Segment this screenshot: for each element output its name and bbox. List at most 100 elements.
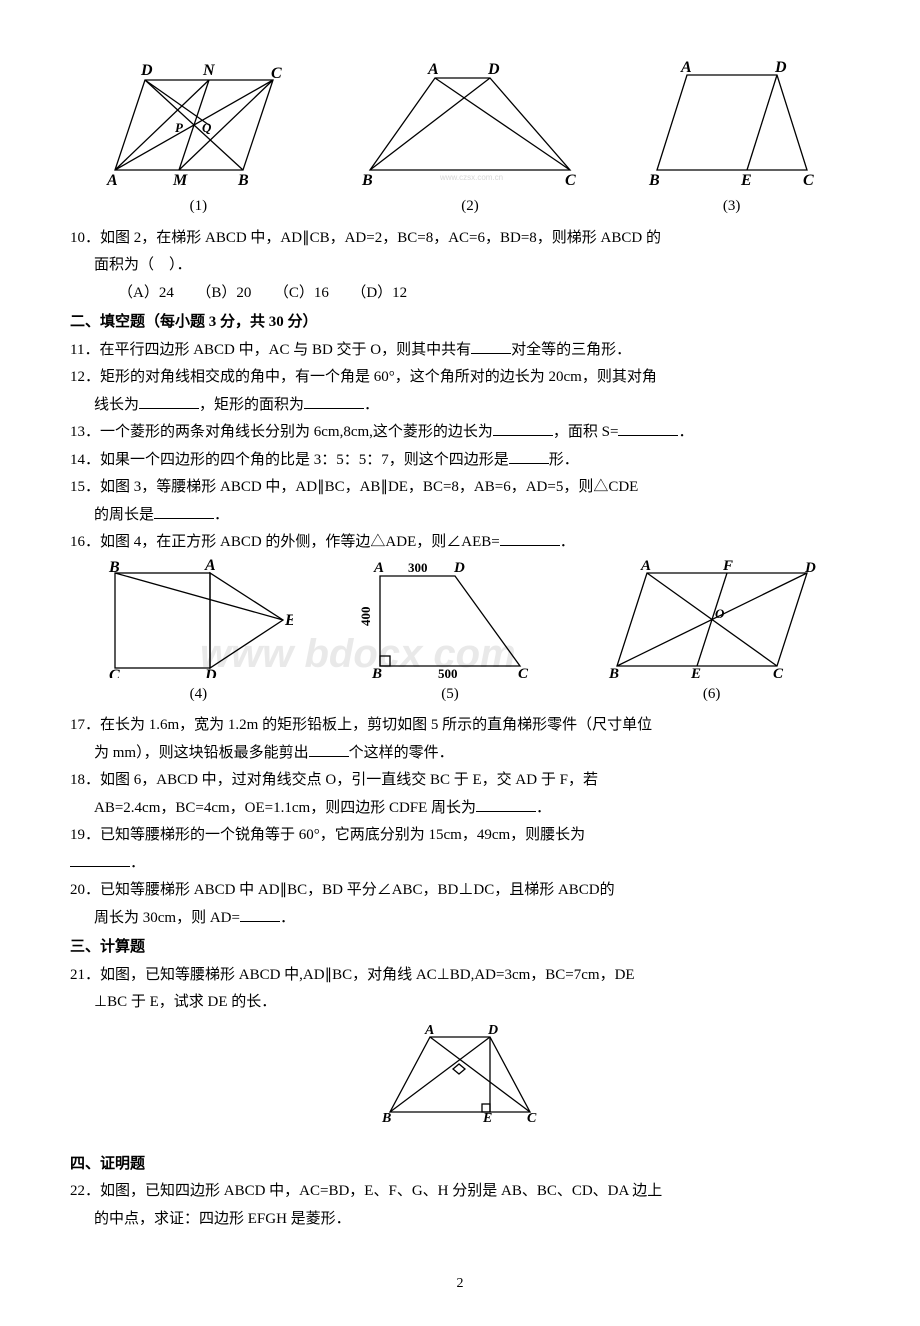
label-A4: A <box>204 558 216 574</box>
q18-text-b: AB=2.4cm，BC=4cm，OE=1.1cm，则四边形 CDFE 周长为 <box>94 800 476 816</box>
figure-5: A D B C 300 500 400 (5) <box>360 558 540 708</box>
q15: 15．如图 3，等腰梯形 ABCD 中，AD∥BC，AB∥DE，BC=8，AB=… <box>70 475 850 501</box>
q19-text-c: 它两底分别为 15cm， <box>335 827 477 843</box>
label-N: N <box>202 62 216 79</box>
q20-text-c: 且梯形 ABCD <box>509 882 599 898</box>
q13-blank1 <box>493 422 553 437</box>
q20-text-d: 的 <box>600 882 615 898</box>
label-B6: B <box>608 666 619 678</box>
q21-text-c: ⊥BC 于 E，试求 DE 的长． <box>94 994 276 1010</box>
label-F6: F <box>722 558 733 574</box>
q12-text-c: ，矩形的面积为 <box>199 397 304 413</box>
label-C2: C <box>565 172 576 189</box>
q22-text-b: 的中点，求证：四边形 EFGH 是菱形． <box>94 1211 351 1227</box>
q19-text-b: °， <box>314 827 335 843</box>
figure-4-svg: B A C D E <box>103 558 293 678</box>
label-E21: E <box>482 1111 492 1122</box>
figure-2-svg: A D B C www.czsx.com.cn <box>360 60 580 190</box>
label-B21: B <box>381 1111 391 1122</box>
label-A6: A <box>640 558 651 574</box>
q15-text-a: 15．如图 3，等腰梯形 ABCD 中，AD∥BC，AB∥DE，BC=8，AB=… <box>70 479 638 495</box>
label-D2: D <box>487 61 500 78</box>
q15-text-b: 的周长是 <box>94 507 154 523</box>
q19-text-d: 49cm， <box>477 827 525 843</box>
figure-21-svg: A D B E C <box>375 1022 545 1122</box>
q17-text-a: 17．在长为 1.6m，宽为 1.2m 的矩形铅板上，剪切如图 5 所示的直角梯… <box>70 717 592 733</box>
q11-blank <box>471 339 511 354</box>
label-500: 500 <box>438 666 458 678</box>
label-E6: E <box>690 666 701 678</box>
q22: 22．如图，已知四边形 ABCD 中，AC=BD，E、F、G、H 分别是 AB、… <box>70 1179 850 1205</box>
label-E4: E <box>284 612 293 629</box>
label-E3: E <box>740 172 752 189</box>
label-Q: Q <box>202 120 212 135</box>
caption-2: (2) <box>461 194 479 220</box>
label-D4: D <box>204 667 217 678</box>
q20-text-a: 20．已知等腰梯形 ABCD 中 AD∥BC，BD 平分∠ABC，BD <box>70 882 458 898</box>
section-4-title: 四、证明题 <box>70 1152 850 1178</box>
caption-3: (3) <box>723 194 741 220</box>
q20-text-b: ⊥DC， <box>458 882 509 898</box>
q19-text-e: 则腰长为 <box>525 827 585 843</box>
q19-text-f: ． <box>130 855 145 871</box>
q20: 20．已知等腰梯形 ABCD 中 AD∥BC，BD 平分∠ABC，BD⊥DC，且… <box>70 878 850 904</box>
label-B2: B <box>361 172 373 189</box>
mid-figure-row: www bdocx com B A C D E (4) <box>70 558 850 708</box>
q14-text-b: 形． <box>549 452 579 468</box>
q17-text-c: 为 mm），则这块铅板最多能剪出 <box>94 745 309 761</box>
label-A21: A <box>424 1023 434 1038</box>
q18-text-c: ． <box>536 800 551 816</box>
figure-1: D N C A M B P Q (1) <box>103 60 293 220</box>
q12-text-b: 线长为 <box>94 397 139 413</box>
q13: 13．一个菱形的两条对角线长分别为 6cm,8cm,这个菱形的边长为，面积 S=… <box>70 420 850 446</box>
q20-blank <box>240 907 280 922</box>
label-D3: D <box>774 60 787 76</box>
q18b: AB=2.4cm，BC=4cm，OE=1.1cm，则四边形 CDFE 周长为 ． <box>70 796 850 822</box>
q20-text-e: 周长为 30cm，则 AD= <box>94 910 240 926</box>
label-C6: C <box>773 666 784 678</box>
caption-5: (5) <box>441 682 459 708</box>
q19: 19．已知等腰梯形的一个锐角等于 60°，它两底分别为 15cm，49cm，则腰… <box>70 823 850 849</box>
label-400: 400 <box>360 606 373 626</box>
q10-options: （A）24 （B）20 （C）16 （D）12 <box>70 281 850 307</box>
label-B3: B <box>648 172 660 189</box>
q16: 16．如图 4，在正方形 ABCD 的外侧，作等边△ADE，则∠AEB=． <box>70 530 850 556</box>
q15-text-c: ． <box>214 507 229 523</box>
label-D5: D <box>453 560 465 576</box>
q15-blank <box>154 504 214 519</box>
q21-text-a: 21．如图，已知等腰梯形 ABCD 中,AD∥BC，对角线 AC⊥BD,AD=3… <box>70 967 615 983</box>
page-number: 2 <box>70 1272 850 1296</box>
figure-6-svg: A F D B E C O <box>607 558 817 678</box>
label-B4: B <box>108 559 120 576</box>
q17: 17．在长为 1.6m，宽为 1.2m 的矩形铅板上，剪切如图 5 所示的直角梯… <box>70 713 850 739</box>
q13-text-d: ． <box>678 424 693 440</box>
label-A3: A <box>680 60 692 76</box>
q16-text-b: ． <box>560 534 575 550</box>
q13-blank2 <box>618 422 678 437</box>
caption-4: (4) <box>190 682 208 708</box>
q21b: ⊥BC 于 E，试求 DE 的长． <box>70 990 850 1016</box>
q22b: 的中点，求证：四边形 EFGH 是菱形． <box>70 1207 850 1233</box>
label-M: M <box>172 172 188 189</box>
q15b: 的周长是 ． <box>70 503 850 529</box>
q22-text-a: 22．如图，已知四边形 ABCD 中，AC=BD，E、F、G、H 分别是 AB、… <box>70 1183 662 1199</box>
figure-4: B A C D E (4) <box>103 558 293 708</box>
label-A5: A <box>373 560 384 576</box>
q13-text-b: ， <box>553 424 568 440</box>
figure-5-svg: A D B C 300 500 400 <box>360 558 540 678</box>
label-D: D <box>140 62 153 79</box>
q12-blank1 <box>139 394 199 409</box>
label-O6: O <box>715 606 725 621</box>
figure-1-svg: D N C A M B P Q <box>103 60 293 190</box>
q17-text-b: 尺寸单位 <box>592 717 652 733</box>
q20-text-f: ． <box>280 910 295 926</box>
caption-1: (1) <box>190 194 208 220</box>
q10-line1: 10．如图 2，在梯形 ABCD 中，AD∥CB，AD=2，BC=8，AC=6，… <box>70 226 850 252</box>
czsx-watermark: www.czsx.com.cn <box>439 173 503 182</box>
label-C: C <box>271 65 282 82</box>
q13-text-a: 13．一个菱形的两条对角线长分别为 6cm,8cm,这个菱形的边长为 <box>70 424 493 440</box>
q18-blank <box>476 797 536 812</box>
label-P: P <box>175 120 184 135</box>
q21-text-b: DE <box>615 967 635 983</box>
label-C5: C <box>518 666 529 678</box>
